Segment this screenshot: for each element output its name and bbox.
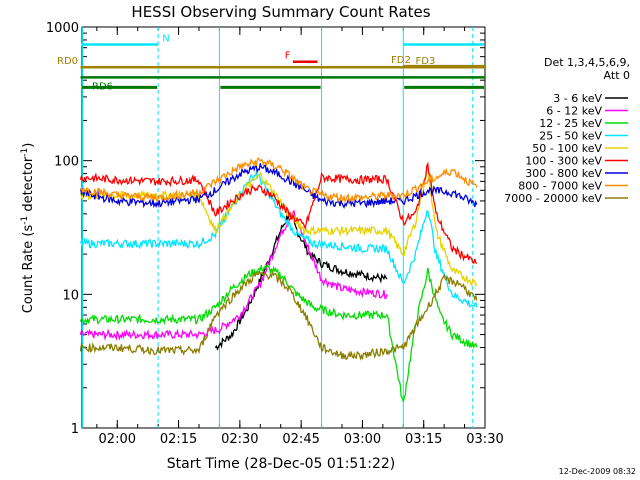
data-series <box>79 156 478 402</box>
plot-frame <box>81 26 486 429</box>
legend-label: 800 - 7000 keV <box>518 180 602 193</box>
flag-label: RD0 <box>57 56 78 67</box>
timestamp: 12-Dec-2009 08:32 <box>559 467 636 476</box>
x-tick-label: 02:30 <box>221 432 258 447</box>
series-line-300-800keV <box>79 163 478 209</box>
legend-title-line1: Det 1,3,4,5,6,9, <box>544 56 630 69</box>
legend-label: 25 - 50 keV <box>539 130 602 143</box>
flag-label: F <box>285 51 291 62</box>
legend-label: 12 - 25 keV <box>539 117 602 130</box>
series-line-6-12keV <box>79 209 388 341</box>
series-line-800-7000keV <box>79 156 478 204</box>
legend-label: 7000 - 20000 keV <box>504 192 602 205</box>
y-axis-label: Count Rate (s-1 detector-1) <box>20 143 36 314</box>
x-tick-label: 03:15 <box>405 432 442 447</box>
series-line-3-6keV <box>214 212 388 351</box>
flag-label: FD2 <box>391 55 411 66</box>
x-tick-label: 03:00 <box>344 432 381 447</box>
series-line-7000-20000keV <box>79 269 478 361</box>
x-tick-label: 03:30 <box>466 432 503 447</box>
x-tick-label: 02:45 <box>282 432 319 447</box>
legend-label: 100 - 300 keV <box>525 155 602 168</box>
observing-flags: NFFD2FD3RD0RD6 <box>57 33 485 92</box>
x-tick-label: 02:15 <box>160 432 197 447</box>
y-tick-label: 1 <box>71 422 79 437</box>
flag-label: N <box>162 33 169 44</box>
legend-label: 3 - 6 keV <box>553 92 602 105</box>
legend-label: 50 - 100 keV <box>532 142 602 155</box>
chart-title: HESSI Observing Summary Count Rates <box>131 3 430 21</box>
series-line-25-50keV <box>79 170 478 309</box>
y-tick-label: 1000 <box>46 21 79 36</box>
y-tick-label: 10 <box>62 288 79 303</box>
legend-label: 300 - 800 keV <box>525 167 602 180</box>
x-axis-label: Start Time (28-Dec-05 01:51:22) <box>167 456 395 472</box>
legend-label: 6 - 12 keV <box>546 105 602 118</box>
x-tick-label: 02:00 <box>99 432 136 447</box>
flag-label: FD3 <box>416 56 436 67</box>
legend-title-line2: Att 0 <box>604 69 630 82</box>
y-tick-label: 100 <box>54 155 79 170</box>
series-line-100-300keV <box>79 161 478 265</box>
mode-change-lines <box>82 27 474 428</box>
